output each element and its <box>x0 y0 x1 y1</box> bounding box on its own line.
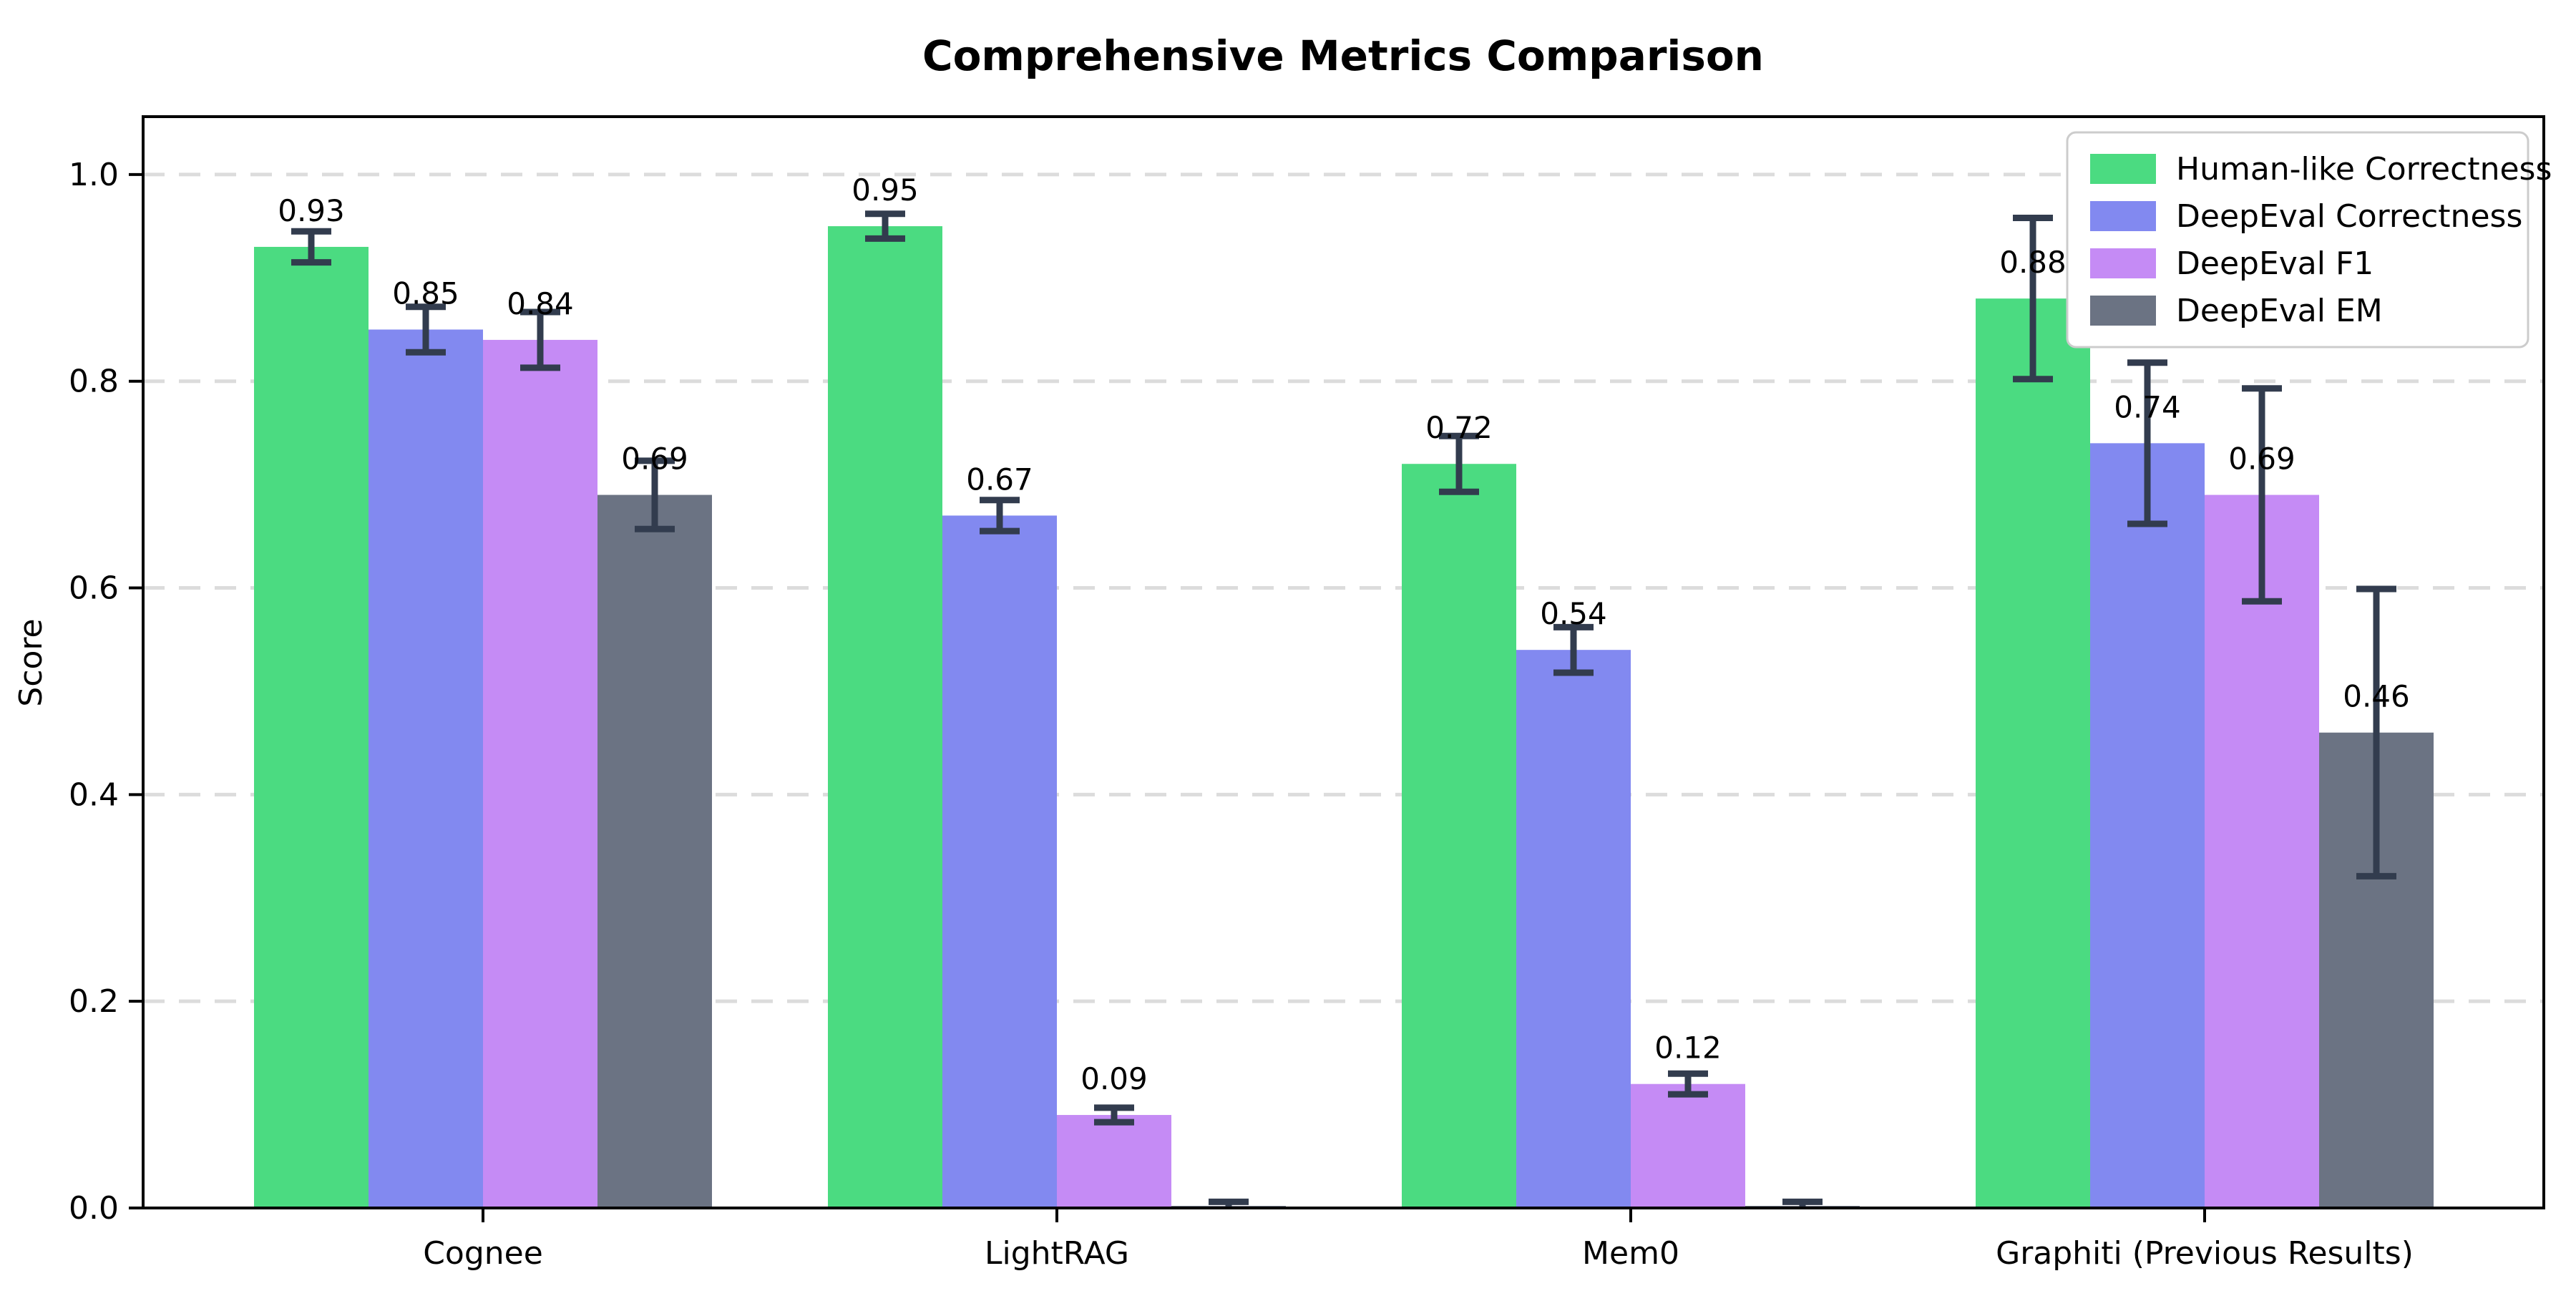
legend-swatch <box>2090 248 2156 278</box>
y-tick-label: 0.6 <box>69 570 119 607</box>
bar-value-label: 0.09 <box>1080 1061 1148 1096</box>
legend-label: Human-like Correctness <box>2176 151 2552 187</box>
bar-value-label: 0.12 <box>1654 1031 1722 1066</box>
legend-label: DeepEval Correctness <box>2176 198 2522 235</box>
bar-value-label: 0.74 <box>2114 389 2181 424</box>
bar-value-label: 0.67 <box>966 462 1033 497</box>
y-axis-label: Score <box>13 618 49 706</box>
bar <box>2090 443 2205 1208</box>
bar <box>369 329 483 1209</box>
bars <box>254 226 2434 1209</box>
legend-swatch <box>2090 154 2156 184</box>
y-tick-label: 0.2 <box>69 983 119 1020</box>
bar <box>1516 650 1631 1208</box>
y-tick-label: 0.4 <box>69 776 119 813</box>
bar <box>597 495 712 1208</box>
bar <box>828 226 942 1208</box>
bar-value-label: 0.85 <box>392 276 459 311</box>
bar <box>1976 298 2090 1209</box>
legend-label: DeepEval EM <box>2176 293 2383 329</box>
bar-value-label: 0.93 <box>278 193 345 228</box>
y-tick-label: 0.0 <box>69 1190 119 1227</box>
legend-box <box>2066 131 2529 349</box>
bar-value-label: 0.54 <box>1540 596 1607 631</box>
x-tick-label: Cognee <box>423 1235 543 1272</box>
bar-value-label: 0.46 <box>2343 679 2410 714</box>
bar-value-label: 0.69 <box>2228 442 2296 477</box>
x-axis: Cognee LightRAG Mem0 Graphiti (Previous Res… <box>423 1208 2414 1272</box>
bar-value-label: 0.69 <box>621 442 688 477</box>
bar <box>1631 1083 1745 1208</box>
legend: Human-like Correctness DeepEval Correctne… <box>2066 131 2552 349</box>
bar-value-label: 0.88 <box>1999 245 2067 280</box>
x-tick-label: Mem0 <box>1582 1235 1679 1272</box>
legend-label: DeepEval F1 <box>2176 245 2373 282</box>
y-tick-label: 1.0 <box>69 157 119 193</box>
bar-value-label: 0.84 <box>507 286 574 321</box>
bar <box>483 339 597 1208</box>
bar-value-label: 0.95 <box>852 172 919 208</box>
chart-title: Comprehensive Metrics Comparison <box>922 31 1764 80</box>
x-tick-label: LightRAG <box>985 1235 1129 1272</box>
bar <box>254 246 369 1209</box>
bar-value-labels: 0.93 0.95 0.72 0.88 0.85 0.67 0.54 0.74 0.84 0.09… <box>278 172 2410 1096</box>
bar <box>2205 495 2319 1208</box>
plot-border <box>142 115 2545 1209</box>
legend-swatch <box>2090 201 2156 231</box>
legend-swatch <box>2090 296 2156 326</box>
x-tick-label: Graphiti (Previous Results) <box>1996 1235 2414 1272</box>
bar <box>1402 464 1516 1208</box>
y-tick-label: 0.8 <box>69 364 119 400</box>
bar-value-label: 0.72 <box>1425 410 1493 445</box>
bar <box>1057 1115 1171 1208</box>
bar <box>942 515 1057 1208</box>
y-axis: 0.0 0.2 0.4 0.6 0.8 1.0 <box>69 157 143 1227</box>
error-bars <box>291 210 2396 1208</box>
